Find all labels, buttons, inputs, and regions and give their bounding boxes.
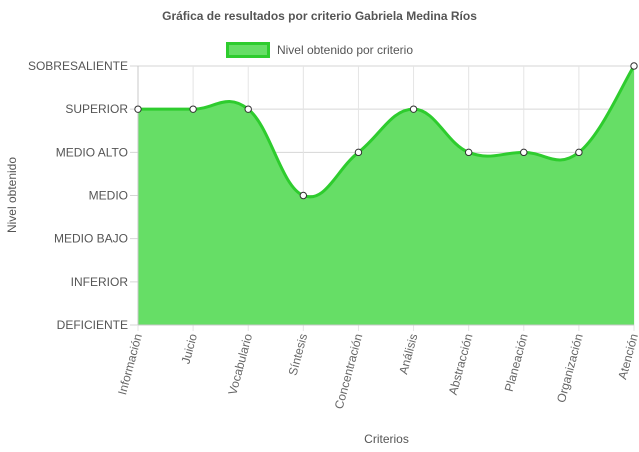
y-tick-label: MEDIO BAJO — [54, 232, 128, 246]
data-point[interactable] — [520, 148, 528, 157]
x-tick-label: Síntesis — [286, 332, 311, 377]
y-tick-label: DEFICIENTE — [57, 318, 128, 332]
y-tick-label: INFERIOR — [71, 275, 129, 289]
series-line — [138, 65, 636, 199]
chart-title: Gráfica de resultados por criterio Gabri… — [162, 9, 477, 23]
x-tick-label: Organización — [554, 332, 586, 404]
legend-swatch — [225, 42, 270, 58]
legend-label: Nivel obtenido por criterio — [276, 43, 414, 57]
x-tick-label: Abstracción — [446, 332, 476, 396]
y-tick-label: MEDIO — [89, 189, 128, 203]
y-tick-label: SOBRESALIENTE — [28, 59, 128, 73]
y-tick-label: SUPERIOR — [65, 102, 128, 116]
x-tick-label: Planeación — [502, 332, 531, 393]
x-tick-label: Atención — [615, 332, 639, 381]
series-area — [138, 66, 634, 325]
point-layer — [134, 62, 638, 200]
x-axis-label: Criterios — [364, 432, 409, 446]
data-point[interactable] — [189, 105, 197, 113]
data-point[interactable] — [299, 191, 308, 200]
x-tick-label: Información — [115, 332, 145, 396]
y-tick-label: MEDIO ALTO — [56, 145, 128, 159]
data-point[interactable] — [409, 105, 418, 113]
data-point[interactable] — [575, 148, 583, 157]
data-point[interactable] — [244, 105, 252, 113]
x-tick-label: Juicio — [179, 332, 201, 366]
x-tick-label: Vocabulario — [225, 332, 255, 397]
legend[interactable]: Nivel obtenido por criterio — [0, 42, 639, 58]
data-point[interactable] — [630, 62, 638, 70]
data-point[interactable] — [464, 148, 473, 157]
x-tick-label: Análisis — [396, 332, 420, 376]
area-layer — [138, 65, 636, 325]
data-point[interactable] — [354, 148, 363, 157]
x-tick-label: Concentración — [332, 332, 366, 410]
y-axis-label: Nivel obtenido — [5, 156, 19, 234]
data-point[interactable] — [134, 105, 142, 113]
